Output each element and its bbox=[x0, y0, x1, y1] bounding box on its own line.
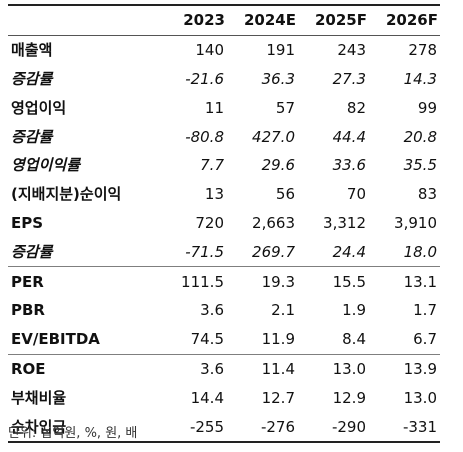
financial-table: 2023 2024E 2025F 2026F 매출액 140 191 243 278 증감… bbox=[8, 3, 440, 443]
value-cell: 99 bbox=[417, 98, 437, 117]
value-cell: 29.6 bbox=[261, 156, 295, 175]
row-label: EPS bbox=[11, 213, 44, 232]
value-cell: -80.8 bbox=[185, 127, 224, 146]
value-cell: 13 bbox=[204, 185, 224, 204]
row-label: 증감률 bbox=[11, 127, 53, 146]
value-cell: 11.9 bbox=[261, 330, 295, 349]
row-label: 부채비율 bbox=[11, 388, 67, 407]
value-cell: 111.5 bbox=[156, 266, 227, 296]
value-cell: 57 bbox=[275, 98, 295, 117]
table-row: ROE 3.6 11.4 13.0 13.9 bbox=[8, 353, 440, 384]
row-label: 순차입금 bbox=[8, 412, 156, 443]
value-cell: 11 bbox=[204, 98, 224, 117]
row-label: 영업이익 bbox=[11, 98, 67, 117]
table-row: 영업이익률 7.7 29.6 33.6 35.5 bbox=[8, 151, 440, 180]
value-cell: 11.4 bbox=[227, 353, 298, 384]
value-cell: 140 bbox=[195, 41, 224, 60]
table-row: EPS 720 2,663 3,312 3,910 bbox=[8, 209, 440, 238]
table-row: EV/EBITDA 74.5 11.9 8.4 6.7 bbox=[8, 325, 440, 354]
row-label: 증감률 bbox=[11, 69, 53, 88]
value-cell: 36.3 bbox=[261, 69, 295, 88]
row-label: ROE bbox=[8, 353, 156, 384]
value-cell: -331 bbox=[369, 412, 440, 443]
value-cell: 18.0 bbox=[403, 242, 437, 261]
value-cell: 15.5 bbox=[298, 266, 369, 296]
value-cell: 3.6 bbox=[156, 353, 227, 384]
table-row: (지배지분)순이익 13 56 70 83 bbox=[8, 180, 440, 209]
table-row: 증감률 -71.5 269.7 24.4 18.0 bbox=[8, 237, 440, 266]
table-row: 증감률 -80.8 427.0 44.4 20.8 bbox=[8, 122, 440, 151]
header-row: 2023 2024E 2025F 2026F bbox=[8, 3, 440, 36]
value-cell: -21.6 bbox=[185, 69, 224, 88]
row-label: PBR bbox=[11, 301, 45, 320]
value-cell: 12.7 bbox=[261, 388, 295, 407]
value-cell: 82 bbox=[346, 98, 366, 117]
header-cell-2023: 2023 bbox=[156, 3, 227, 36]
row-label: EV/EBITDA bbox=[11, 330, 100, 349]
row-label: (지배지분)순이익 bbox=[11, 185, 122, 204]
value-cell: 19.3 bbox=[227, 266, 298, 296]
value-cell: 44.4 bbox=[332, 127, 366, 146]
value-cell: 13.0 bbox=[298, 353, 369, 384]
row-label: 증감률 bbox=[11, 242, 53, 261]
table-row: 부채비율 14.4 12.7 12.9 13.0 bbox=[8, 383, 440, 412]
row-label: 매출액 bbox=[11, 41, 53, 60]
value-cell: 243 bbox=[337, 41, 366, 60]
value-cell: 2.1 bbox=[271, 301, 295, 320]
header-cell-2025f: 2025F bbox=[298, 3, 369, 36]
value-cell: -290 bbox=[298, 412, 369, 443]
unit-note: 단위: 십억원, %, 원, 배 bbox=[8, 426, 138, 441]
header-cell-label bbox=[8, 3, 156, 36]
table-row: 매출액 140 191 243 278 bbox=[8, 35, 440, 64]
value-cell: 20.8 bbox=[403, 127, 437, 146]
value-cell: 8.4 bbox=[342, 330, 366, 349]
value-cell: 13.1 bbox=[369, 266, 440, 296]
value-cell: 3,910 bbox=[394, 213, 437, 232]
row-label: PER bbox=[8, 266, 156, 296]
value-cell: 7.7 bbox=[200, 156, 224, 175]
table-row: 영업이익 11 57 82 99 bbox=[8, 93, 440, 122]
value-cell: 27.3 bbox=[332, 69, 366, 88]
value-cell: 14.3 bbox=[403, 69, 437, 88]
value-cell: 56 bbox=[275, 185, 295, 204]
value-cell: 1.9 bbox=[342, 301, 366, 320]
value-cell: 2,663 bbox=[252, 213, 295, 232]
table-body: 매출액 140 191 243 278 증감률 -21.6 36.3 27.3 14.3 영업이익 1… bbox=[8, 35, 440, 443]
value-cell: 33.6 bbox=[332, 156, 366, 175]
row-label: 영업이익률 bbox=[11, 156, 81, 175]
table-row: 순차입금 -255 -276 -290 -331 bbox=[8, 412, 440, 443]
value-cell: 269.7 bbox=[252, 242, 295, 261]
value-cell: -255 bbox=[156, 412, 227, 443]
value-cell: -71.5 bbox=[185, 242, 224, 261]
value-cell: 6.7 bbox=[413, 330, 437, 349]
value-cell: 427.0 bbox=[252, 127, 295, 146]
value-cell: 278 bbox=[408, 41, 437, 60]
table-row: PER 111.5 19.3 15.5 13.1 bbox=[8, 266, 440, 296]
value-cell: 3.6 bbox=[200, 301, 224, 320]
value-cell: 35.5 bbox=[403, 156, 437, 175]
header-cell-2026f: 2026F bbox=[369, 3, 440, 36]
value-cell: 3,312 bbox=[323, 213, 366, 232]
value-cell: 70 bbox=[346, 185, 366, 204]
table-row: 증감률 -21.6 36.3 27.3 14.3 bbox=[8, 65, 440, 94]
header-cell-2024e: 2024E bbox=[227, 3, 298, 36]
value-cell: 14.4 bbox=[190, 388, 224, 407]
value-cell: 191 bbox=[266, 41, 295, 60]
value-cell: 74.5 bbox=[190, 330, 224, 349]
value-cell: -276 bbox=[227, 412, 298, 443]
value-cell: 720 bbox=[195, 213, 224, 232]
value-cell: 12.9 bbox=[332, 388, 366, 407]
value-cell: 13.9 bbox=[369, 353, 440, 384]
table-row: PBR 3.6 2.1 1.9 1.7 bbox=[8, 296, 440, 325]
value-cell: 1.7 bbox=[413, 301, 437, 320]
value-cell: 24.4 bbox=[332, 242, 366, 261]
value-cell: 13.0 bbox=[403, 388, 437, 407]
value-cell: 83 bbox=[417, 185, 437, 204]
